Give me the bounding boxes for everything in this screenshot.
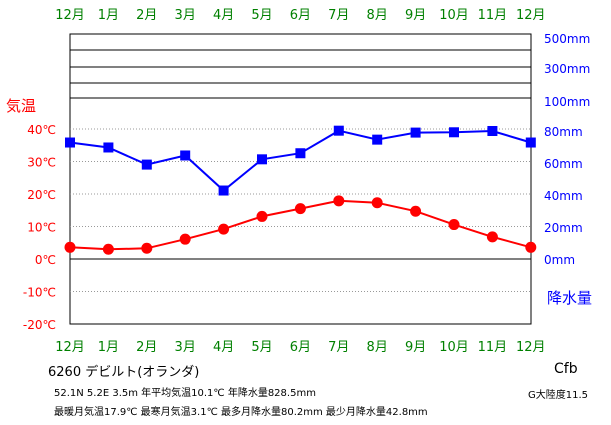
- temperature-point: [179, 233, 191, 245]
- precipitation-tick-label: 40mm: [544, 189, 583, 203]
- temperature-tick-label: 10℃: [27, 221, 56, 235]
- precipitation-tick-label: 300mm: [544, 62, 590, 76]
- month-label: 1月: [98, 8, 119, 23]
- precipitation-point: [65, 137, 75, 148]
- precipitation-axis-label: 降水量: [547, 289, 592, 307]
- month-label: 8月: [367, 8, 388, 23]
- month-label: 7月: [328, 8, 349, 23]
- month-label: 8月: [367, 340, 388, 355]
- temperature-point: [218, 223, 230, 235]
- temperature-axis-label: 気温: [6, 97, 36, 115]
- precipitation-point: [449, 127, 459, 138]
- continentality-index: G大陸度11.5: [528, 390, 589, 401]
- temperature-point: [486, 231, 498, 243]
- month-label: 10月: [439, 8, 469, 23]
- station-summary-line2: 最暖月気温17.9℃ 最寒月気温3.1℃ 最多月降水量80.2mm 最少月降水量…: [54, 407, 428, 418]
- month-label: 11月: [478, 8, 508, 23]
- month-label: 12月: [55, 8, 85, 23]
- month-label: 2月: [136, 340, 157, 355]
- temperature-point: [102, 243, 114, 255]
- precipitation-point: [218, 185, 229, 196]
- month-label: 11月: [478, 340, 508, 355]
- precipitation-series: [65, 125, 536, 196]
- precipitation-point: [180, 150, 191, 161]
- temperature-tick-label: 0℃: [35, 253, 56, 267]
- temperature-point: [64, 241, 76, 253]
- precipitation-point: [525, 137, 536, 148]
- station-name: 6260 デビルト(オランダ): [48, 365, 200, 380]
- month-label: 5月: [251, 340, 272, 355]
- month-label: 6月: [290, 8, 311, 23]
- month-label: 4月: [213, 340, 234, 355]
- precipitation-point: [103, 142, 114, 153]
- precipitation-tick-label: 500mm: [544, 32, 590, 46]
- precipitation-point: [295, 148, 306, 159]
- month-label: 9月: [405, 340, 426, 355]
- temperature-point: [333, 195, 345, 207]
- temperature-tick-label: -10℃: [23, 286, 56, 300]
- x-labels-top: 12月 1月 2月 3月 4月 5月 6月 7月 8月 9月 10月 11月 12月: [55, 8, 545, 23]
- month-label: 12月: [516, 8, 546, 23]
- month-label: 3月: [175, 340, 196, 355]
- month-label: 12月: [516, 340, 546, 355]
- plot-frame: [69, 33, 532, 325]
- temperature-point: [256, 210, 268, 222]
- temperature-point: [525, 241, 537, 253]
- month-label: 7月: [328, 340, 349, 355]
- month-label: 12月: [55, 340, 85, 355]
- month-label: 5月: [251, 8, 272, 23]
- temperature-tick-label: 40℃: [27, 123, 56, 137]
- temperature-point: [294, 203, 306, 215]
- month-label: 3月: [175, 8, 196, 23]
- precipitation-tick-label: 0mm: [544, 253, 575, 267]
- month-label: 2月: [136, 8, 157, 23]
- precipitation-axis-ticks: 500mm 300mm 100mm 80mm 60mm 40mm 20mm 0mm: [544, 32, 590, 267]
- precipitation-point: [372, 134, 383, 145]
- month-label: 4月: [213, 8, 234, 23]
- temperature-point: [410, 205, 422, 217]
- temperature-axis-ticks: 40℃ 30℃ 20℃ 10℃ 0℃ -10℃ -20℃: [23, 123, 56, 332]
- precipitation-point: [333, 125, 344, 136]
- x-labels-bottom: 12月 1月 2月 3月 4月 5月 6月 7月 8月 9月 10月 11月 12月: [55, 340, 545, 355]
- temperature-point: [448, 219, 460, 231]
- temperature-tick-label: 30℃: [27, 156, 56, 170]
- precipitation-tick-label: 20mm: [544, 221, 583, 235]
- climate-classification: Cfb: [554, 361, 578, 377]
- precipitation-tick-label: 60mm: [544, 157, 583, 171]
- temperature-point: [141, 242, 153, 254]
- temperature-point: [371, 197, 383, 209]
- month-label: 10月: [439, 340, 469, 355]
- month-label: 1月: [98, 340, 119, 355]
- precipitation-point: [257, 154, 267, 165]
- temperature-series: [64, 195, 537, 255]
- station-summary-line1: 52.1N 5.2E 3.5m 年平均気温10.1℃ 年降水量828.5mm: [54, 388, 316, 399]
- month-label: 6月: [290, 340, 311, 355]
- temperature-tick-label: -20℃: [23, 318, 56, 332]
- precipitation-point: [410, 127, 421, 138]
- precipitation-point: [487, 126, 498, 136]
- temperature-tick-label: 20℃: [27, 188, 56, 202]
- precipitation-point: [141, 159, 152, 170]
- month-label: 9月: [405, 8, 426, 23]
- precipitation-tick-label: 100mm: [544, 95, 590, 109]
- precipitation-tick-label: 80mm: [544, 125, 583, 139]
